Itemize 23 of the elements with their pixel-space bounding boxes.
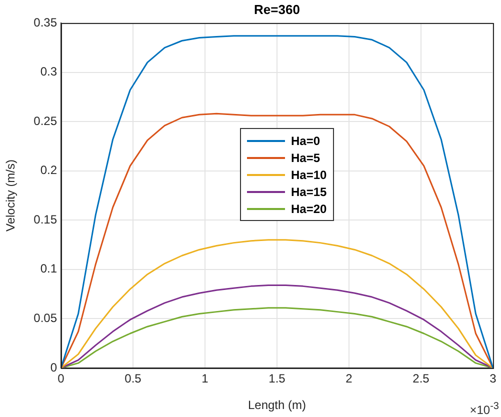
- legend-label: Ha=0: [291, 134, 320, 148]
- legend-label: Ha=5: [291, 150, 320, 164]
- x-axis-title: Length (m): [248, 398, 306, 412]
- x-tick-label: 2: [346, 372, 353, 386]
- legend-label: Ha=15: [291, 184, 327, 198]
- y-tick-label: 0: [50, 360, 58, 374]
- y-tick-label: 0.35: [34, 15, 58, 30]
- y-tick-label: 0.15: [34, 212, 58, 226]
- y-tick-label: 0.05: [34, 311, 58, 326]
- y-tick-label: 0.25: [34, 114, 58, 128]
- legend-label: Ha=20: [291, 202, 327, 216]
- y-tick-label: 0.1: [40, 262, 58, 276]
- x-tick-label: 1.5: [268, 372, 286, 386]
- x-tick-label: 0.5: [124, 372, 142, 386]
- y-axis-title: Velocity (m/s): [4, 159, 18, 232]
- y-tick-label: 0.2: [40, 163, 58, 178]
- text: ×10$^{-3}$: [470, 401, 499, 417]
- x-tick-label: 1: [202, 372, 209, 386]
- y-tick-label: 0.3: [40, 64, 58, 79]
- legend-label: Ha=10: [291, 168, 327, 182]
- x-tick-label: 3: [490, 372, 497, 386]
- chart-title: Re=360: [253, 2, 301, 17]
- x-tick-label: 2.5: [412, 372, 430, 386]
